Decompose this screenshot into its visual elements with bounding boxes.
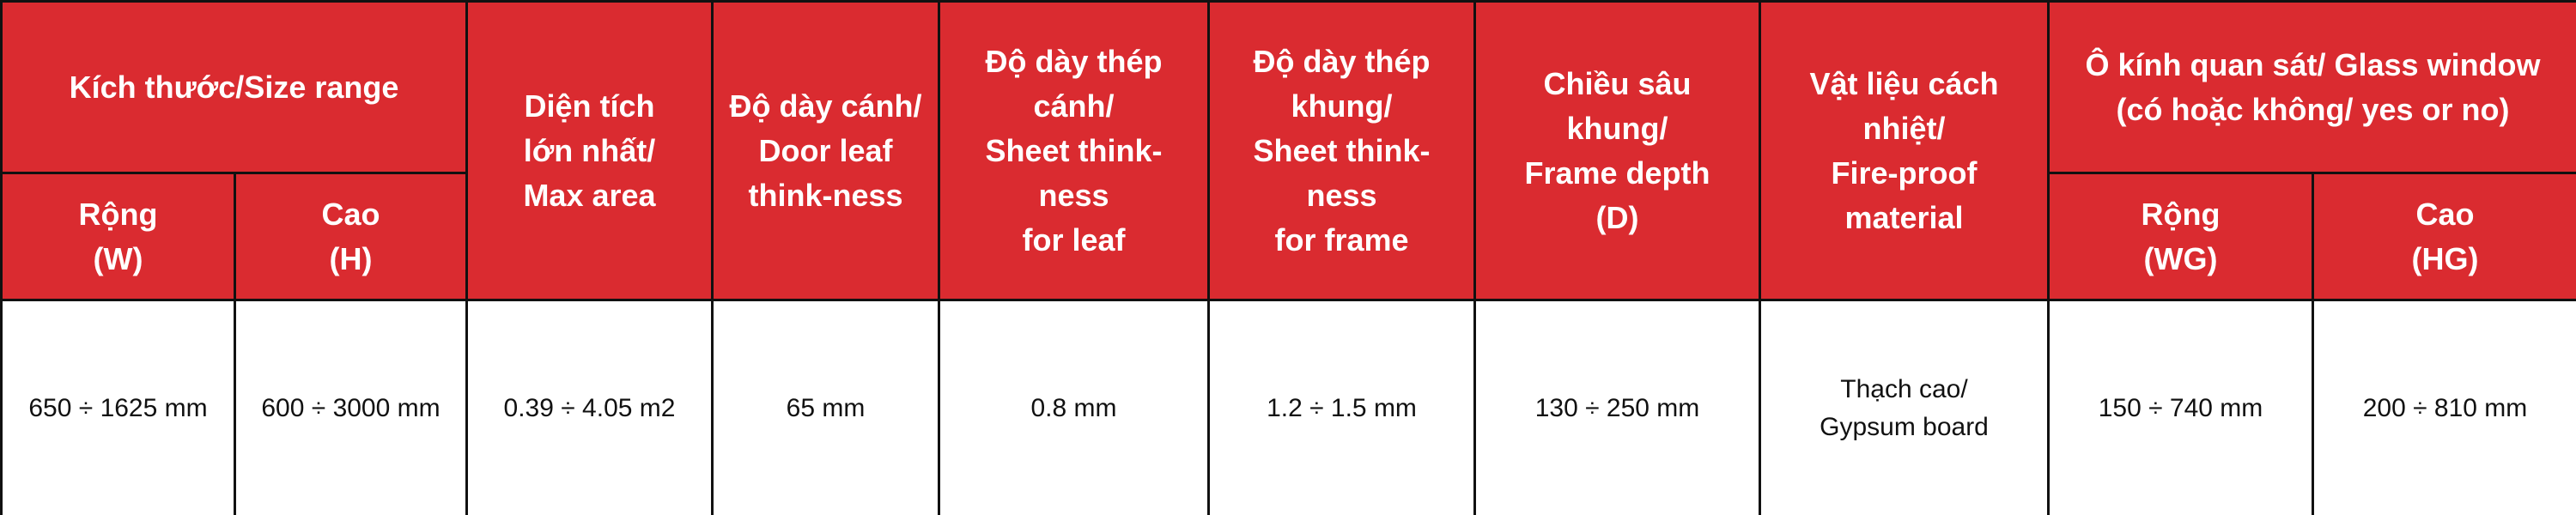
header-leaf-sheet-thickness: Độ dày thép cánh/ Sheet think- ness for …: [938, 0, 1210, 301]
header-glass-window: Ô kính quan sát/ Glass window (có hoặc k…: [2047, 0, 2576, 174]
header-glass-height: Cao (HG): [2312, 172, 2576, 301]
header-row-2: Rộng (W) Cao (H) Rộng (WG) Cao (HG): [0, 172, 2576, 301]
header-width: Rộng (W): [0, 172, 236, 301]
table-row: 650 ÷ 1625 mm 600 ÷ 3000 mm 0.39 ÷ 4.05 …: [0, 299, 2576, 515]
cell-fireproof-material: Thạch cao/ Gypsum board: [1759, 299, 2050, 515]
cell-glass-height: 200 ÷ 810 mm: [2312, 299, 2576, 515]
header-glass-width: Rộng (WG): [2047, 172, 2314, 301]
cell-frame-depth: 130 ÷ 250 mm: [1473, 299, 1761, 515]
cell-frame-sheet-thickness: 1.2 ÷ 1.5 mm: [1207, 299, 1476, 515]
header-size-range: Kích thước/Size range: [0, 0, 468, 174]
header-fireproof-material: Vật liệu cách nhiệt/ Fire-proof material: [1759, 0, 2050, 301]
cell-leaf-sheet-thickness: 0.8 mm: [938, 299, 1210, 515]
header-frame-depth: Chiều sâu khung/ Frame depth (D): [1473, 0, 1761, 301]
header-leaf-thickness: Độ dày cánh/ Door leaf think-ness: [711, 0, 940, 301]
header-height: Cao (H): [234, 172, 468, 301]
header-max-area: Diện tích lớn nhất/ Max area: [465, 0, 714, 301]
header-frame-sheet-thickness: Độ dày thép khung/ Sheet think- ness for…: [1207, 0, 1476, 301]
cell-leaf-thickness: 65 mm: [711, 299, 940, 515]
header-row-1: Kích thước/Size range Diện tích lớn nhất…: [0, 0, 2576, 301]
cell-glass-width: 150 ÷ 740 mm: [2047, 299, 2314, 515]
cell-width: 650 ÷ 1625 mm: [0, 299, 236, 515]
cell-max-area: 0.39 ÷ 4.05 m2: [465, 299, 714, 515]
cell-height: 600 ÷ 3000 mm: [234, 299, 468, 515]
